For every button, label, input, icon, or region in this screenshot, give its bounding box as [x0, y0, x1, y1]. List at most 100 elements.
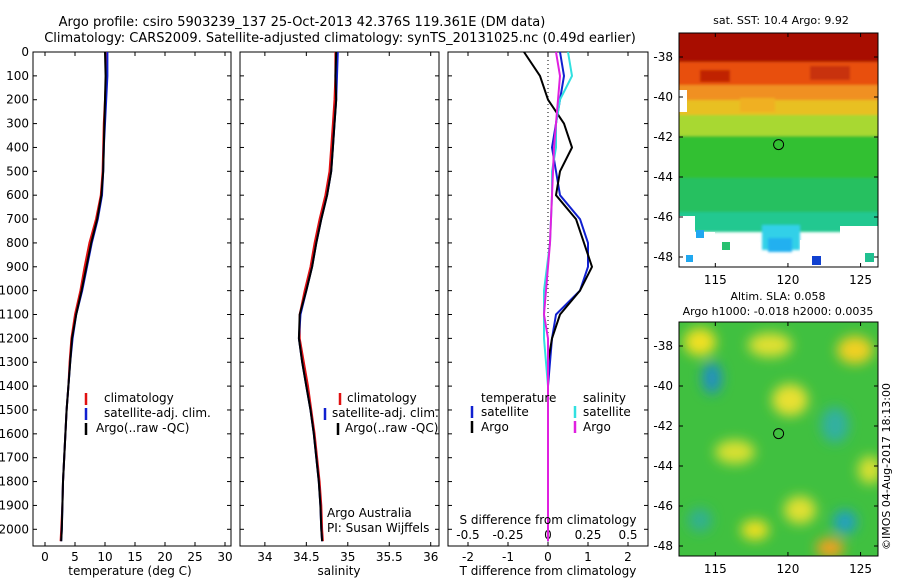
s-diff-tick-label: 0.5: [618, 528, 637, 542]
sst-argo-marker: [773, 139, 785, 151]
sst-frame: [678, 32, 879, 268]
temperature-ticks: 0100200300400500600700800900100011001200…: [0, 45, 233, 564]
salinity-panel: 34 34.5 35 35.5 36 salinity climatology sate…: [239, 51, 440, 578]
sst-pixel-4: [686, 255, 693, 262]
temperature-frame: [32, 51, 232, 547]
sst-ticks: 115 120 125 -38 -40 -42 -44 -46 -48: [653, 33, 878, 287]
x-tick-label: 36: [423, 550, 438, 564]
depth-tick-label: 900: [6, 260, 29, 274]
sla-blob-teal-1: [702, 362, 722, 394]
legend-label-s-satellite: satellite: [583, 405, 631, 419]
title-line-1: Argo profile: csiro 5903239_137 25-Oct-2…: [59, 15, 546, 30]
sst-map-title: sat. SST: 10.4 Argo: 9.92: [713, 14, 849, 27]
legend-label-climatology: climatology: [104, 391, 174, 405]
x-tick-label: 10: [97, 550, 112, 564]
depth-tick-label: 1900: [0, 498, 29, 512]
legend-label-satellite: satellite-adj. clim.: [332, 406, 439, 420]
legend-label-t-satellite: satellite: [481, 405, 529, 419]
map-x-tick-label: 125: [849, 562, 872, 576]
x-tick-label: 34.5: [293, 550, 320, 564]
x-tick-label: 15: [127, 550, 142, 564]
sst-pixel-2: [812, 256, 821, 265]
sst-land-1: [679, 216, 695, 267]
sla-frame: [678, 321, 879, 557]
depth-tick-label: 1400: [0, 379, 29, 393]
sst-pixel-5: [865, 253, 874, 262]
map-x-tick-label: 115: [704, 273, 727, 287]
depth-tick-label: 800: [6, 236, 29, 250]
map-y-tick-label: -40: [653, 90, 673, 104]
x-tick-label: 25: [187, 550, 202, 564]
difference-xlabel-bottom: T difference from climatology: [459, 564, 637, 578]
depth-tick-label: 1300: [0, 355, 29, 369]
sst-map: sat. SST: 10.4 Argo: 9.92: [653, 14, 879, 287]
map-y-tick-label: -48: [653, 250, 673, 264]
salinity-legend: climatology satellite-adj. clim. Argo(..…: [323, 391, 439, 435]
sla-blob-yellow-3: [837, 336, 873, 364]
depth-tick-label: 1000: [0, 284, 29, 298]
series-line-argo-raw-qc-: [297, 51, 338, 542]
depth-tick-label: 2000: [0, 522, 29, 536]
sst-band-green: [679, 136, 878, 181]
map-y-tick-label: -42: [653, 419, 673, 433]
sla-ticks: 115 120 125 -38 -40 -42 -44 -46 -48: [653, 322, 878, 576]
salinity-lines: [297, 51, 339, 542]
x-tick-label: 0: [41, 550, 49, 564]
depth-tick-label: 1500: [0, 403, 29, 417]
depth-tick-label: 400: [6, 140, 29, 154]
credit-line-2: PI: Susan Wijffels: [327, 521, 429, 535]
difference-xlabel-top: S difference from climatology: [460, 513, 637, 527]
series-line-temperature-argo: [523, 51, 593, 542]
legend-label-satellite: satellite-adj. clim.: [104, 406, 211, 420]
x-tick-label: 2: [624, 550, 632, 564]
sla-blob-yellow-2: [748, 333, 792, 357]
map-y-tick-label: -40: [653, 379, 673, 393]
difference-panel: -2 -1 0 1 2-0.5 -0.25 0 0.25 0.5 T difference fr…: [447, 51, 649, 578]
sla-blob-yellow-6: [784, 496, 816, 524]
sst-band-teal: [679, 212, 878, 232]
depth-tick-label: 200: [6, 93, 29, 107]
x-tick-label: 1: [584, 550, 592, 564]
depth-tick-label: 300: [6, 117, 29, 131]
map-x-tick-label: 115: [704, 562, 727, 576]
legend-label-t-argo: Argo: [481, 420, 509, 434]
sla-blob-yellow-1: [684, 328, 716, 356]
map-y-tick-label: -48: [653, 539, 673, 553]
map-y-tick-label: -44: [653, 170, 673, 184]
depth-tick-label: 100: [6, 69, 29, 83]
sla-map: Altim. SLA: 0.058 Argo h1000: -0.018 h20…: [653, 290, 879, 576]
map-y-tick-label: -38: [653, 50, 673, 64]
sst-land-3: [715, 242, 760, 267]
depth-tick-label: 1700: [0, 451, 29, 465]
map-y-tick-label: -38: [653, 339, 673, 353]
legend-label-argo: Argo(..raw -QC): [96, 421, 189, 435]
depth-tick-label: 700: [6, 212, 29, 226]
sla-blob-yellow-8: [858, 456, 878, 484]
imos-watermark: ©IMOS 04-Aug-2017 18:13:00: [880, 383, 893, 550]
series-line-salinity-argo: [543, 51, 561, 542]
x-tick-label: -1: [502, 550, 514, 564]
difference-lines: [523, 51, 593, 542]
s-diff-tick-label: -0.25: [492, 528, 523, 542]
s-diff-tick-label: 0.25: [575, 528, 602, 542]
x-tick-label: 35: [340, 550, 355, 564]
depth-tick-label: 500: [6, 164, 29, 178]
map-y-tick-label: -46: [653, 210, 673, 224]
legend-label-argo: Argo(..raw -QC): [345, 421, 438, 435]
credit-line-1: Argo Australia: [327, 506, 412, 520]
temperature-xlabel: temperature (deg C): [68, 564, 191, 578]
sst-warm-patch-2: [810, 66, 850, 80]
sst-land-6: [679, 90, 687, 112]
sst-land-5: [840, 226, 878, 240]
sla-blob-yellow-4: [772, 384, 808, 416]
sst-land-2: [695, 232, 715, 267]
legend-label-s-argo: Argo: [583, 420, 611, 434]
sst-pixel-1: [696, 230, 704, 238]
depth-tick-label: 1800: [0, 475, 29, 489]
map-x-tick-label: 120: [776, 562, 799, 576]
depth-tick-label: 1600: [0, 427, 29, 441]
sst-blue-patch: [768, 238, 792, 252]
sla-map-subtitle: Argo h1000: -0.018 h2000: 0.0035: [683, 305, 874, 318]
map-y-tick-label: -42: [653, 130, 673, 144]
x-tick-label: 20: [157, 550, 172, 564]
